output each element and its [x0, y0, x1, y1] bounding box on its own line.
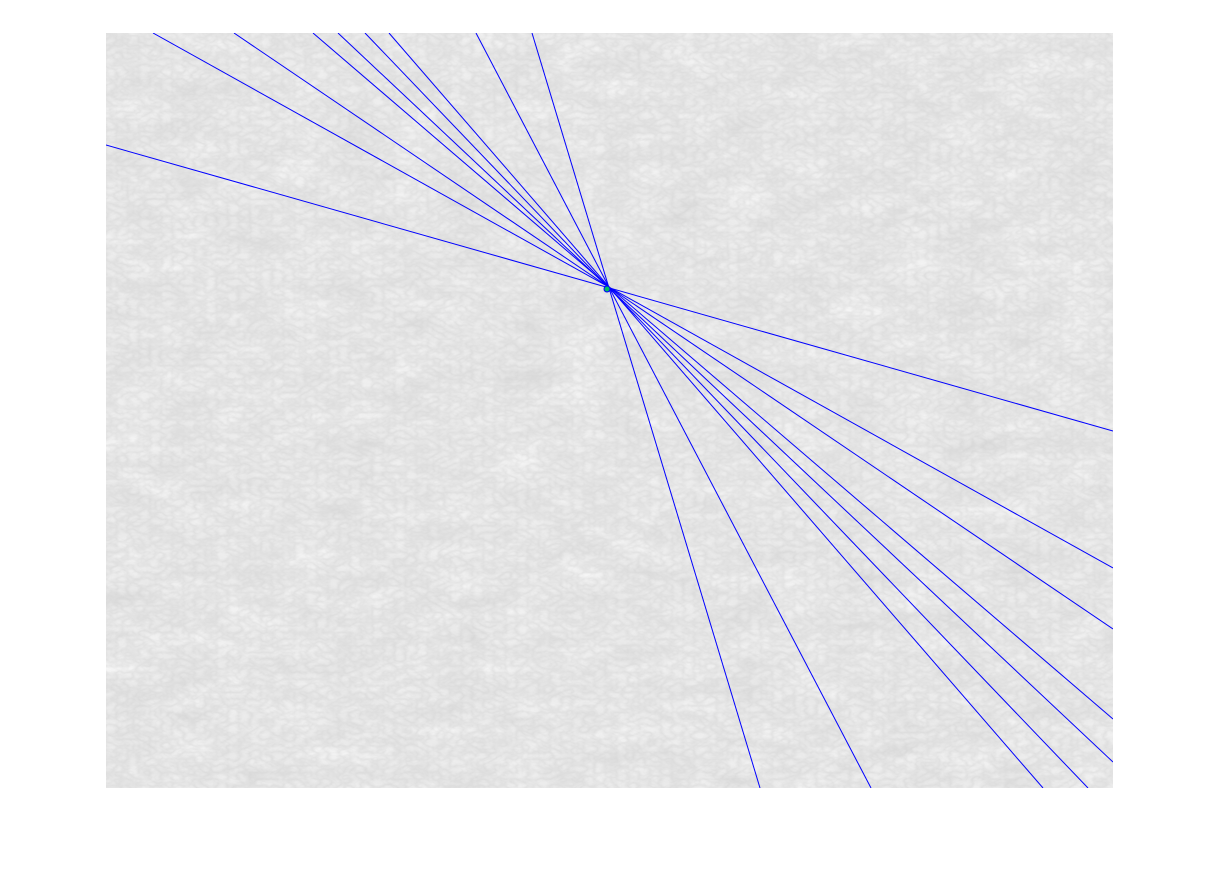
detected-line-7 [388, 33, 1044, 788]
detected-line-6 [364, 33, 1089, 788]
detected-line-2 [152, 33, 1113, 569]
detected-line-4 [312, 33, 1113, 720]
detected-line-9 [531, 33, 761, 788]
detected-line-3 [233, 33, 1113, 630]
rock-texture-speckle [106, 33, 1113, 788]
image-panel [106, 33, 1113, 788]
detected-line-8 [475, 33, 872, 788]
convergence-point-marker [603, 285, 611, 293]
hough-line-overlay [106, 33, 1113, 788]
image-svg [106, 33, 1113, 788]
detected-line-5 [337, 33, 1113, 763]
